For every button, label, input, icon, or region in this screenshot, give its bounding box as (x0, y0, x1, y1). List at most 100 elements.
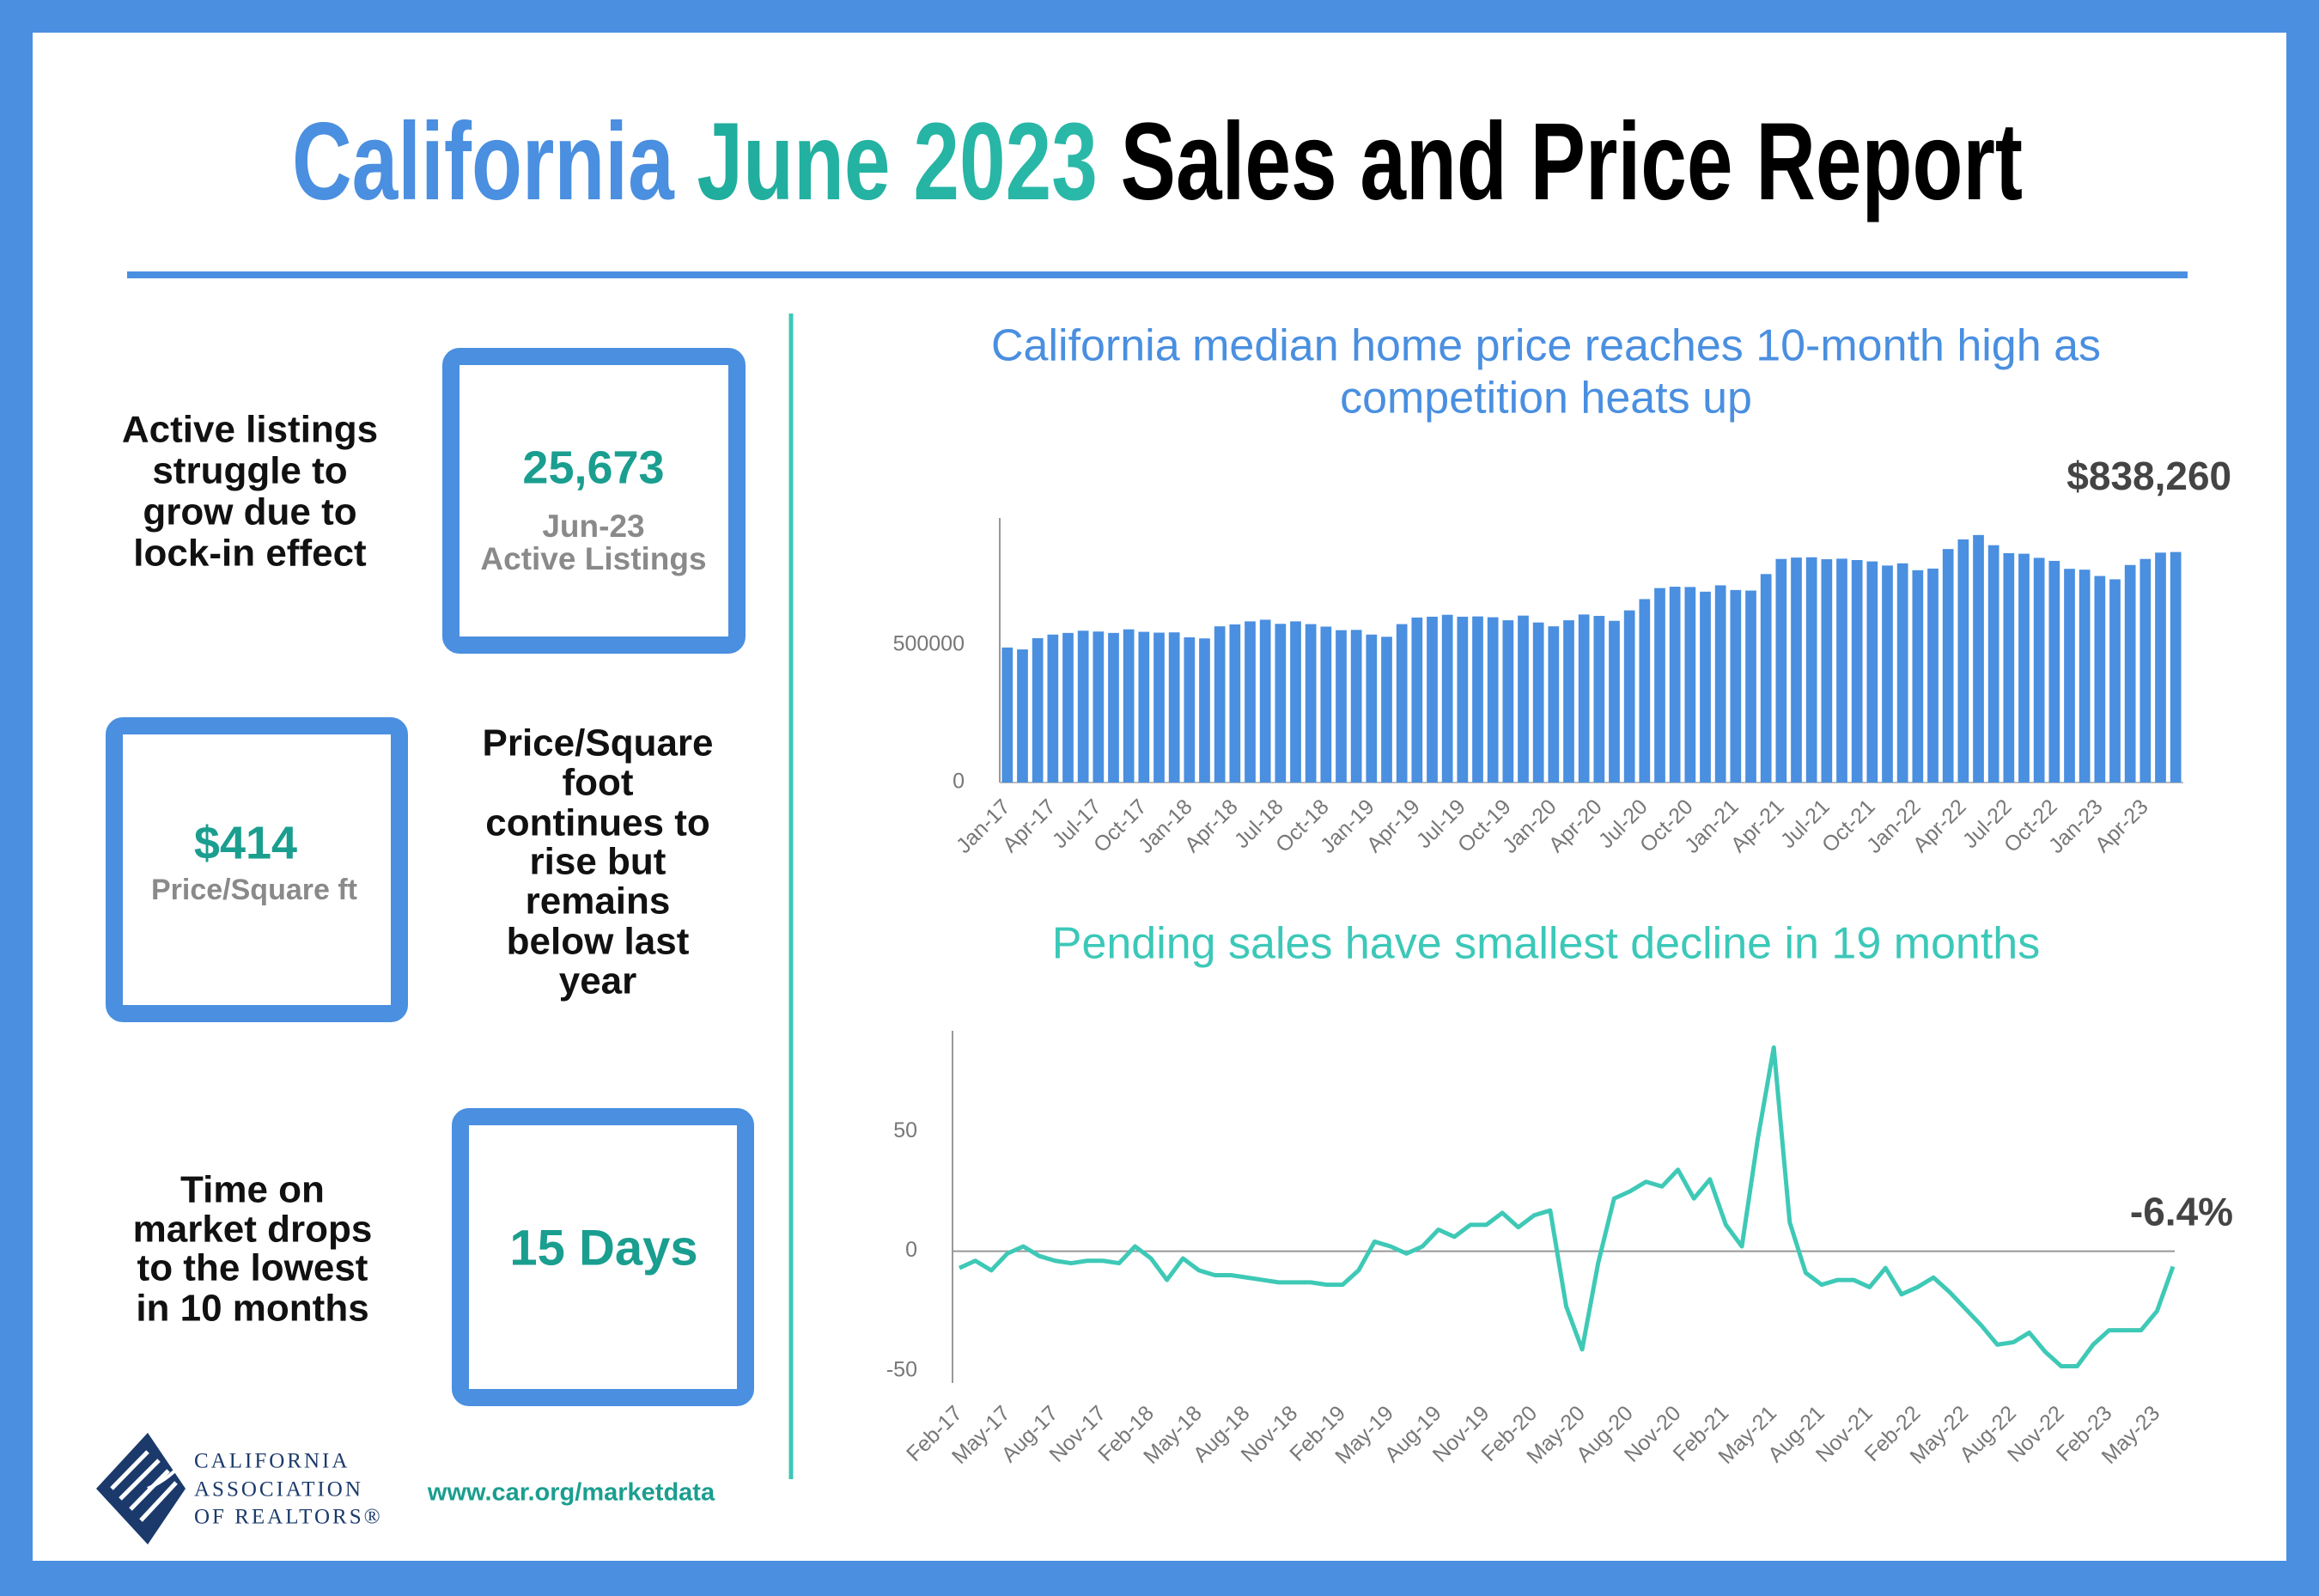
bar (1336, 630, 1347, 783)
bar (1123, 629, 1135, 783)
bar (1062, 632, 1074, 783)
bar (1532, 622, 1544, 783)
y-tick-label: 0 (905, 1238, 917, 1262)
stat-box (442, 348, 746, 654)
bar (1168, 632, 1180, 783)
bar (1457, 616, 1469, 783)
stat-caption: Active Listings (480, 541, 706, 576)
bar (1578, 614, 1590, 783)
bar (1001, 647, 1013, 783)
bar (1639, 599, 1651, 783)
bar (2170, 551, 2182, 783)
line-series (958, 1045, 2176, 1368)
stat-note: market drops (133, 1209, 373, 1251)
bar (1896, 563, 1908, 783)
bar (1700, 591, 1711, 783)
y-tick-label: 500000 (893, 632, 965, 656)
bar (1805, 557, 1817, 783)
stat-note: to the lowest (137, 1247, 368, 1289)
stat-note: Price/Square (482, 722, 713, 764)
bar (1184, 637, 1196, 783)
title-part: Sales and Price Report (1121, 101, 2023, 223)
stat-caption: Jun-23 (542, 509, 644, 544)
stat-box (106, 717, 408, 1022)
bar (1093, 631, 1105, 783)
bar (1229, 624, 1241, 783)
bar (2094, 576, 2106, 783)
value-label: -6.4% (2130, 1190, 2233, 1234)
bar (1153, 632, 1165, 783)
stat-value: 15 Days (509, 1220, 697, 1276)
bar (1305, 624, 1317, 783)
stat-note: in 10 months (136, 1288, 368, 1330)
logo-text: OF REALTORS® (194, 1506, 383, 1529)
bar (1927, 568, 1939, 783)
bar (2079, 570, 2091, 783)
stat-note: year (559, 960, 637, 1002)
bar (1548, 626, 1560, 783)
bar (1259, 619, 1271, 783)
bar (1290, 621, 1301, 783)
bar (1472, 616, 1483, 783)
canvas (33, 33, 2286, 1561)
logo-text: CALIFORNIA (194, 1450, 350, 1473)
bar (1427, 616, 1438, 783)
stat-note: struggle to (152, 450, 347, 492)
bar (1745, 590, 1756, 783)
bar (1593, 615, 1605, 783)
bar (1275, 624, 1287, 783)
chart-title: competition heats up (1340, 374, 1752, 423)
logo-mark (96, 1433, 186, 1544)
bar (1032, 637, 1044, 783)
bar (2033, 557, 2045, 783)
stat-note: Active listings (122, 409, 378, 451)
bar (1396, 624, 1408, 783)
bar (1730, 589, 1742, 783)
stat-note: continues to (485, 802, 710, 844)
stat-note: grow due to (143, 491, 356, 533)
footer-url: www.car.org/marketdata (427, 1479, 715, 1507)
stat-value: $414 (194, 817, 297, 868)
bar (1654, 588, 1665, 783)
stat-box (452, 1108, 754, 1406)
bar (1108, 632, 1119, 783)
bar (1518, 615, 1529, 783)
bar (2139, 558, 2152, 783)
bar (1502, 620, 1514, 783)
bar (1199, 638, 1210, 783)
bar (1714, 585, 1726, 783)
bar (1791, 557, 1802, 783)
bar (1245, 621, 1256, 783)
y-tick-label: -50 (886, 1358, 917, 1382)
chart-title: California median home price reaches 10-… (991, 321, 2101, 371)
bar (1912, 570, 1924, 783)
bar (1138, 631, 1150, 783)
bar (2003, 552, 2015, 783)
bar (1350, 630, 1362, 783)
logo-text: ASSOCIATION (194, 1478, 363, 1502)
bar (1684, 587, 1696, 783)
bar (1609, 620, 1620, 783)
bar (1760, 574, 1772, 783)
stat-note: Time on (180, 1169, 325, 1211)
bar (2064, 569, 2075, 783)
bar (1077, 630, 1089, 783)
bar (1775, 558, 1787, 783)
stat-note: rise but (530, 841, 666, 883)
bar (1366, 634, 1378, 783)
bar (1441, 614, 1453, 783)
bar (1957, 539, 1969, 783)
bar (1882, 565, 1893, 783)
value-label: $838,260 (2066, 454, 2231, 498)
bar (1836, 558, 1847, 783)
y-tick-label: 50 (893, 1118, 917, 1142)
bar (1669, 587, 1681, 783)
bar (1821, 559, 1833, 783)
y-tick-label: 0 (953, 770, 965, 794)
bar (1214, 626, 1226, 783)
stat-note: below last (507, 921, 690, 963)
stat-note: lock-in effect (133, 533, 367, 575)
